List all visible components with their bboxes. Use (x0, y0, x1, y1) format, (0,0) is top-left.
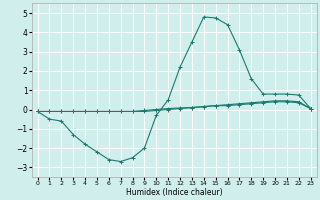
X-axis label: Humidex (Indice chaleur): Humidex (Indice chaleur) (126, 188, 222, 197)
